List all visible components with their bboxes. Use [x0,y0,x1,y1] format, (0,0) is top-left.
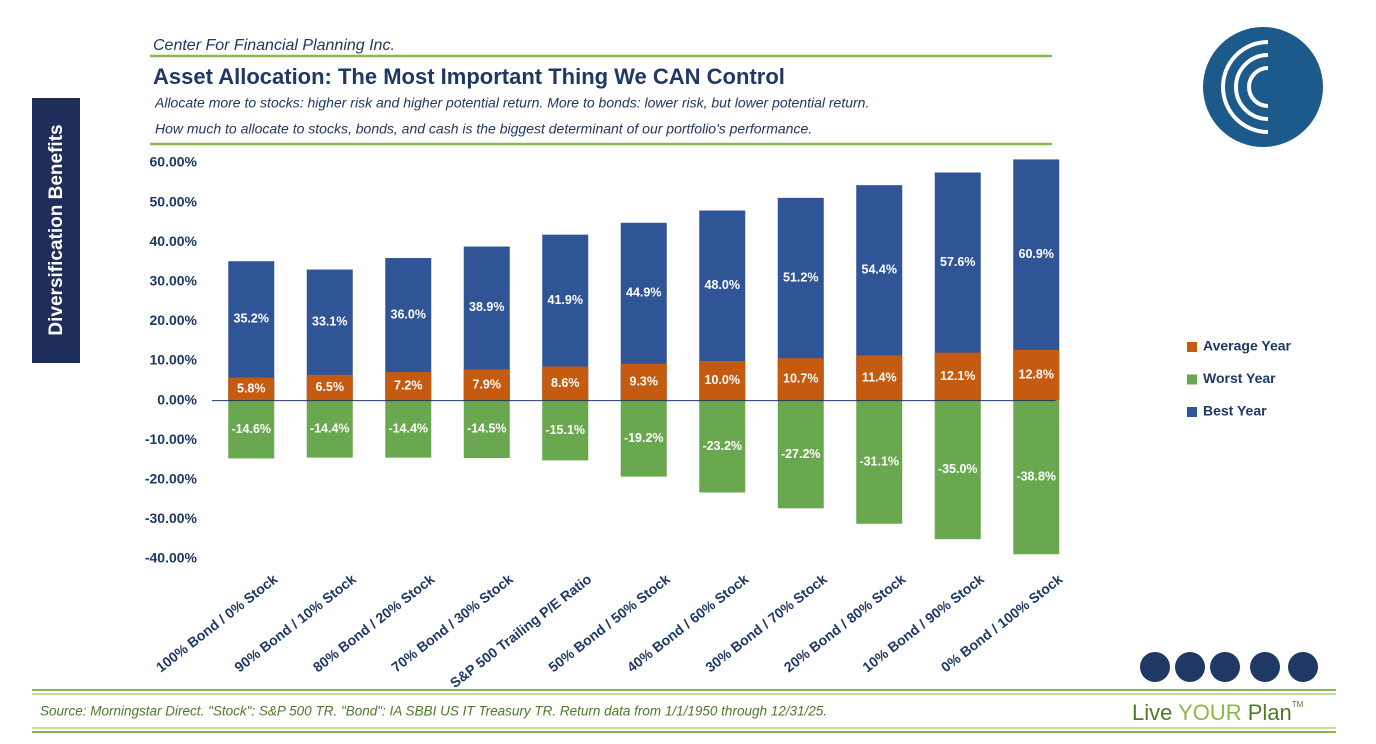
y-tick-label: 50.00% [150,193,198,209]
side-box [32,98,80,363]
y-tick-label: 20.00% [150,312,198,328]
value-label: 6.5% [316,380,345,394]
bar [228,377,275,401]
value-label: 44.9% [626,286,661,300]
y-tick-label: -30.00% [145,510,198,526]
value-label: 12.1% [940,369,975,383]
value-label: 35.2% [234,312,269,326]
bar [699,400,746,493]
value-label: 48.0% [705,278,740,292]
legend-label: Worst Year [1203,370,1276,386]
value-label: 7.9% [473,377,502,391]
bar [856,400,903,524]
subtitle: How much to allocate to stocks, bonds, a… [155,121,812,137]
y-tick-label: -20.00% [145,471,198,487]
value-label: 9.3% [630,374,659,388]
value-label: 33.1% [312,314,347,328]
bar [777,358,824,401]
value-label: 51.2% [783,270,818,284]
y-tick-label: -10.00% [145,431,198,447]
brand: Live YOUR PlanTM [1132,700,1304,725]
value-label: 5.8% [237,381,266,395]
value-label: -14.6% [231,422,271,436]
x-tick-label: 100% Bond / 0% Stock [153,571,281,676]
y-tick-label: 10.00% [150,352,198,368]
legend-label: Best Year [1203,403,1267,419]
value-label: 7.2% [394,379,423,393]
value-label: -35.0% [938,462,978,476]
y-tick-label: 30.00% [150,273,198,289]
value-label: -27.2% [781,447,821,461]
bar [306,374,353,401]
company: Center For Financial Planning Inc. [153,37,395,54]
bar [542,366,589,401]
bar [463,369,510,401]
chart-title: Asset Allocation: The Most Important Thi… [153,64,785,89]
value-label: -14.5% [467,422,507,436]
value-label: -14.4% [310,421,350,435]
value-label: 57.6% [940,255,975,269]
value-label: -14.4% [388,421,428,435]
subtitle: Allocate more to stocks: higher risk and… [154,95,869,111]
bar [385,372,432,401]
brand-part: Plan [1242,700,1292,725]
bar [934,352,981,401]
brand-tm: TM [1292,700,1304,709]
bar [385,400,432,458]
legend-swatch [1187,374,1197,385]
source: Source: Morningstar Direct. "Stock": S&P… [40,704,827,719]
brand-part: Live [1132,700,1178,725]
value-label: -15.1% [545,423,585,437]
value-label: 60.9% [1019,247,1054,261]
bar [463,400,510,459]
value-label: 41.9% [548,293,583,307]
bar [1013,400,1060,555]
legend-label: Average Year [1203,338,1292,354]
value-label: -38.8% [1016,470,1056,484]
side-label: Diversification Benefits [46,124,67,335]
value-label: 36.0% [391,307,426,321]
bar [620,363,667,401]
x-tick-label: S&P 500 Trailing P/E Ratio [447,571,595,691]
logo [1203,27,1323,147]
value-label: -23.2% [702,439,742,453]
y-tick-label: 0.00% [157,391,197,407]
bar [699,361,746,401]
value-label: 12.8% [1019,368,1054,382]
y-tick-label: -40.00% [145,550,198,566]
bar [934,400,981,540]
bar [228,400,275,459]
legend-swatch [1187,407,1197,417]
value-label: 8.6% [551,376,580,390]
bar [228,261,275,401]
bar [306,400,353,458]
value-label: 11.4% [862,370,897,384]
icons [1140,652,1318,682]
legend-swatch [1187,342,1197,352]
value-label: -19.2% [624,431,664,445]
brand-part: YOUR [1178,700,1242,725]
bar [777,400,824,509]
bar [856,355,903,401]
bar [542,400,589,461]
y-tick-label: 40.00% [150,233,198,249]
value-label: 38.9% [469,300,504,314]
value-label: 54.4% [862,263,897,277]
value-label: 10.0% [705,373,740,387]
bar [620,400,667,477]
value-label: -31.1% [859,454,899,468]
value-label: 10.7% [783,372,818,386]
bar [1013,349,1060,401]
y-tick-label: 60.00% [150,154,198,170]
